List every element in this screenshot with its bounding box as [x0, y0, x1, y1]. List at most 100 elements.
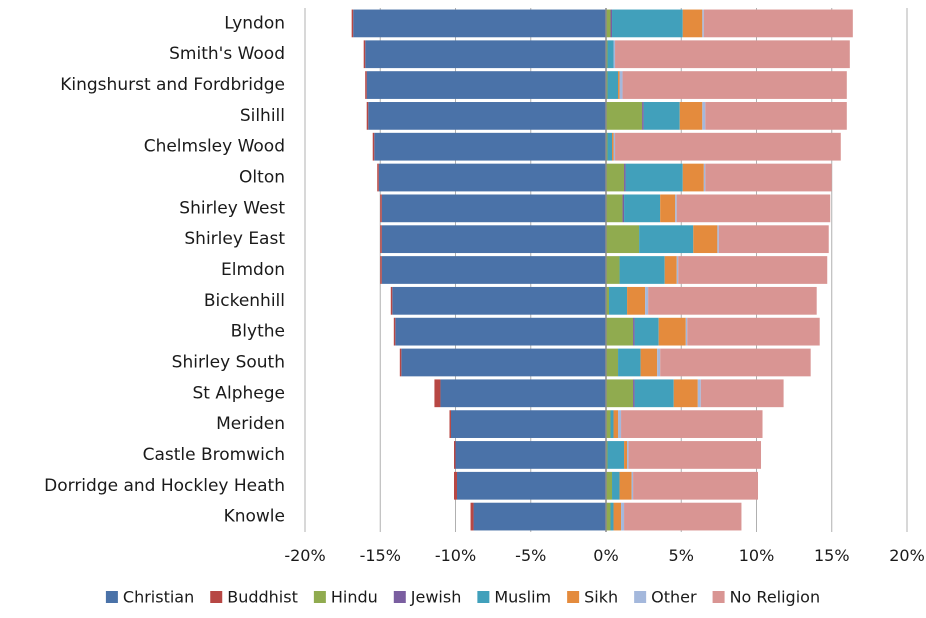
bar-hindu-7 [606, 225, 640, 254]
bar-jewish-10 [633, 317, 635, 346]
bar-jewish-12 [633, 379, 635, 408]
legend-item-no-religion: No Religion [712, 588, 821, 607]
bar-hindu-10 [606, 317, 634, 346]
bar-muslim-16 [610, 502, 614, 531]
legend-label: No Religion [730, 588, 821, 607]
bar-christian-2 [366, 71, 606, 99]
legend-item-hindu: Hindu [313, 588, 378, 607]
legend-label: Christian [123, 588, 194, 607]
category-label: Dorridge and Hockley Heath [44, 476, 285, 496]
bar-hindu-6 [606, 194, 623, 223]
bar-christian-3 [368, 102, 606, 130]
bar-sikh-13 [613, 410, 619, 438]
x-tick-label: 15% [814, 546, 850, 565]
axes: Lyndon Smith's Wood Kingshurst and Fordbri… [44, 8, 925, 565]
bar-sikh-7 [693, 225, 718, 254]
bar-muslim-14 [607, 441, 625, 469]
bar-muslim-8 [619, 256, 665, 284]
bar-hindu-16 [606, 502, 611, 531]
bar-buddhist-2 [365, 71, 367, 99]
bar-buddhist-15 [453, 471, 458, 500]
bar-muslim-6 [624, 194, 661, 223]
bar-sikh-8 [664, 256, 677, 284]
bar-muslim-13 [610, 410, 614, 438]
bar-no-religion-1 [615, 40, 850, 69]
bar-christian-15 [457, 471, 606, 500]
bar-buddhist-14 [453, 441, 456, 469]
bar-buddhist-11 [399, 348, 402, 377]
category-label: Elmdon [221, 260, 285, 280]
bar-christian-9 [392, 286, 606, 315]
bar-other-7 [717, 225, 719, 254]
bar-christian-8 [381, 256, 606, 284]
bar-buddhist-6 [380, 194, 382, 223]
bar-no-religion-8 [678, 256, 828, 284]
bar-buddhist-1 [363, 40, 366, 69]
bar-sikh-6 [660, 194, 676, 223]
bar-muslim-9 [609, 286, 628, 315]
x-tick-label: -5% [515, 546, 546, 565]
bar-other-11 [657, 348, 661, 377]
bar-buddhist-16 [470, 502, 474, 531]
legend-swatch [567, 591, 580, 603]
bar-buddhist-9 [390, 286, 393, 315]
bar-other-13 [618, 410, 622, 438]
bar-christian-5 [378, 163, 606, 192]
bar-buddhist-10 [393, 317, 396, 346]
bar-no-religion-16 [624, 502, 742, 531]
bar-other-10 [685, 317, 688, 346]
bar-christian-14 [455, 441, 606, 469]
category-label: Blythe [231, 322, 285, 342]
bar-hindu-3 [606, 102, 643, 130]
legend: Christian Buddhist Hindu Jewish Muslim Sikh Ot… [105, 588, 821, 607]
category-label: Silhill [240, 106, 285, 126]
legend-label: Muslim [494, 588, 551, 607]
x-tick-label: 0% [593, 546, 618, 565]
legend-item-muslim: Muslim [477, 588, 551, 607]
bar-muslim-12 [634, 379, 674, 408]
bar-other-15 [631, 471, 634, 500]
bar-no-religion-3 [705, 102, 847, 130]
bar-other-8 [676, 256, 679, 284]
bar-sikh-0 [682, 9, 703, 38]
legend-swatch [477, 591, 490, 603]
bar-other-9 [645, 286, 649, 315]
bar-christian-4 [374, 132, 606, 161]
bar-hindu-11 [606, 348, 619, 377]
legend-swatch [634, 591, 647, 603]
bar-christian-6 [381, 194, 606, 223]
bar-muslim-2 [607, 71, 619, 99]
bar-no-religion-13 [621, 410, 763, 438]
bar-no-religion-9 [648, 286, 817, 315]
legend-item-other: Other [634, 588, 697, 607]
bar-hindu-9 [606, 286, 610, 315]
bar-no-religion-5 [705, 163, 832, 192]
bar-sikh-5 [682, 163, 704, 192]
bar-muslim-15 [612, 471, 620, 500]
bar-buddhist-12 [434, 379, 441, 408]
category-label: Olton [239, 168, 285, 188]
bar-sikh-2 [618, 71, 620, 99]
bar-no-religion-10 [687, 317, 820, 346]
bar-christian-7 [381, 225, 606, 254]
bar-muslim-5 [625, 163, 683, 192]
bar-jewish-5 [624, 163, 626, 192]
legend-swatch [393, 591, 406, 603]
legend-swatch [313, 591, 326, 603]
category-label: St Alphege [193, 383, 286, 403]
bar-no-religion-12 [700, 379, 784, 408]
legend-label: Other [651, 588, 697, 607]
bar-no-religion-0 [703, 9, 853, 38]
bar-no-religion-4 [615, 132, 841, 161]
bar-no-religion-11 [660, 348, 811, 377]
bar-christian-11 [401, 348, 606, 377]
bar-muslim-3 [643, 102, 680, 130]
category-label: Smith's Wood [169, 44, 285, 64]
legend-item-sikh: Sikh [567, 588, 618, 607]
bar-hindu-1 [606, 40, 608, 69]
bar-jewish-3 [642, 102, 644, 130]
bar-other-3 [702, 102, 706, 130]
x-tick-label: -10% [435, 546, 476, 565]
